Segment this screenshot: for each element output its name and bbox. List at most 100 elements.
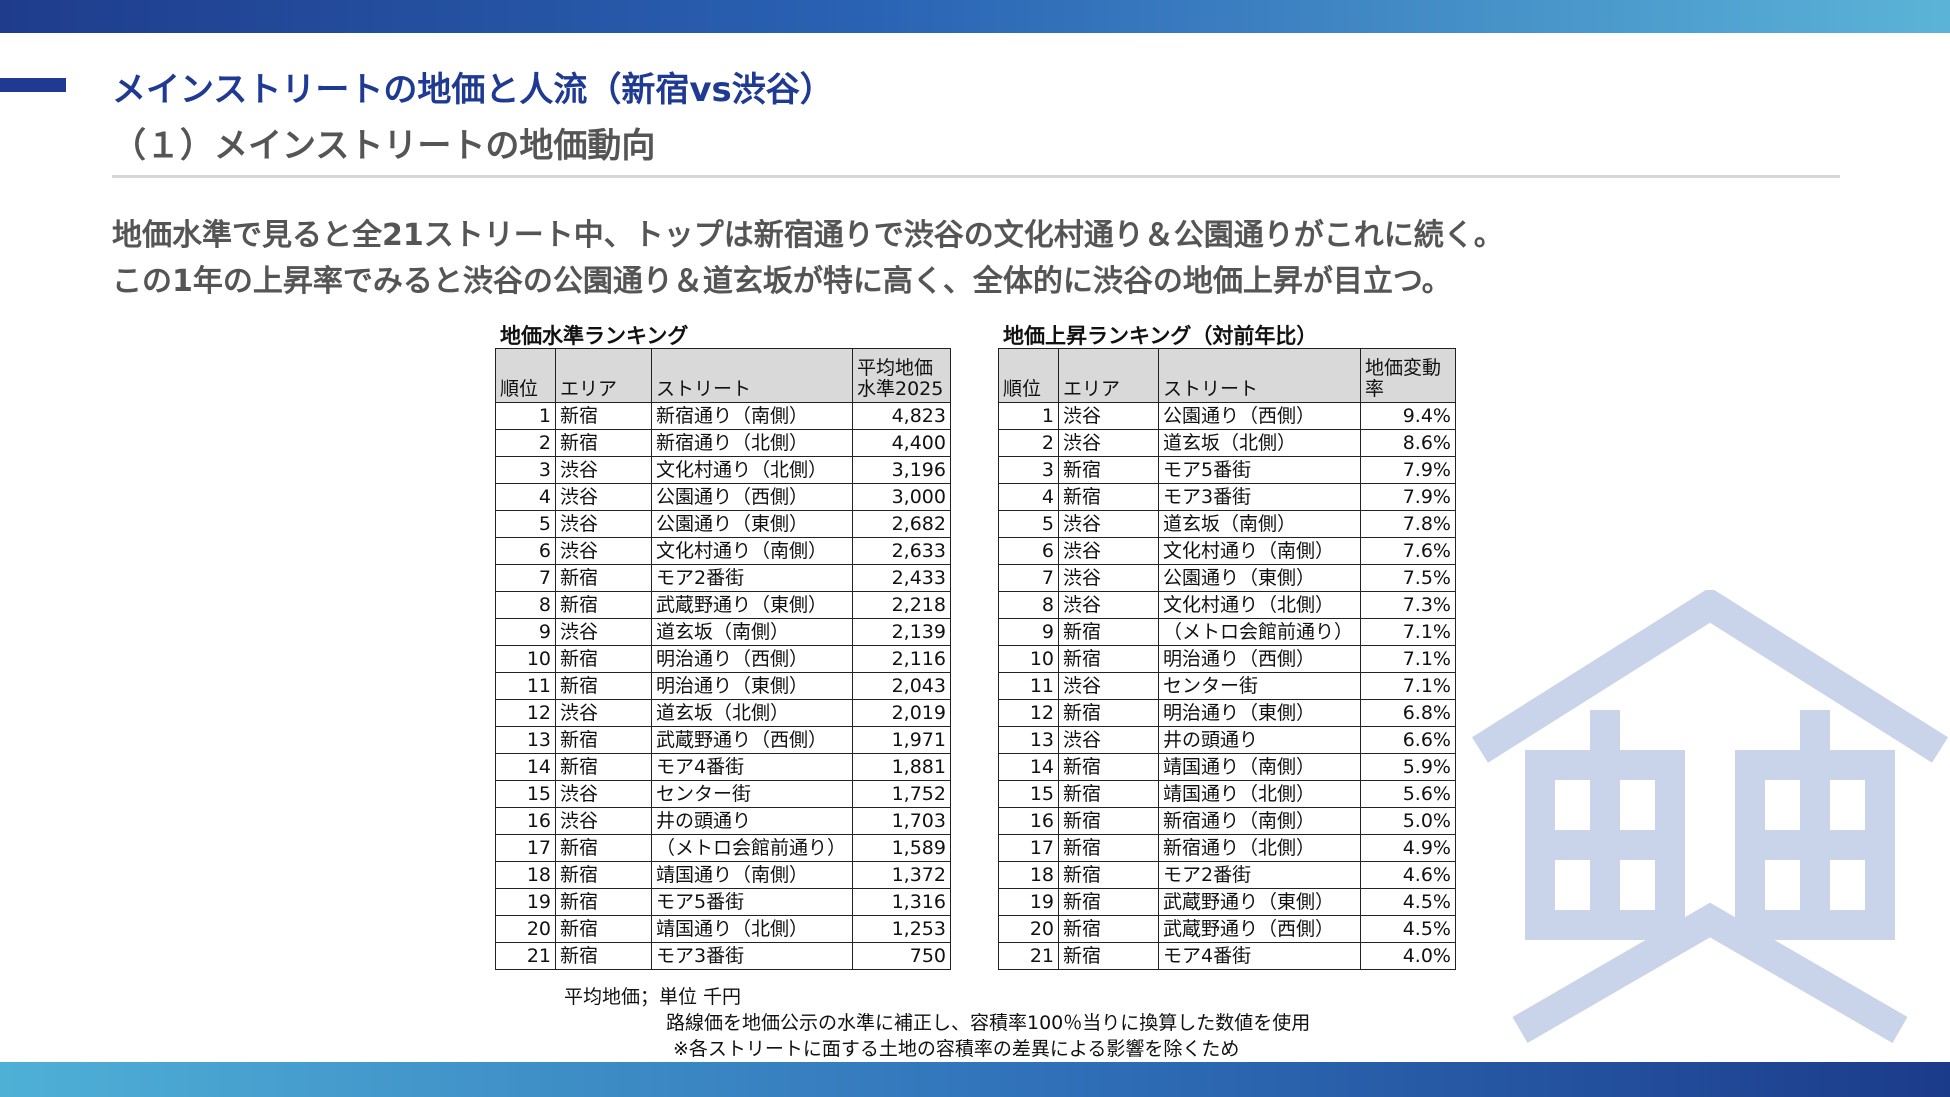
area-cell: 新宿 <box>1058 483 1159 511</box>
table-row: 20 新宿 武蔵野通り（西側） 4.5% <box>998 915 1456 943</box>
area-cell: 渋谷 <box>1058 537 1159 565</box>
rank-cell: 18 <box>998 861 1059 889</box>
street-cell: 明治通り（西側） <box>1158 645 1361 673</box>
rank-cell: 11 <box>495 672 556 700</box>
rank-cell: 9 <box>998 618 1059 646</box>
rank-cell: 1 <box>998 402 1059 430</box>
value-cell: 4.5% <box>1360 915 1456 943</box>
area-cell: 新宿 <box>555 429 652 457</box>
header-rank: 順位 <box>998 348 1059 403</box>
street-cell: 武蔵野通り（東側） <box>1158 888 1361 916</box>
street-cell: モア5番街 <box>1158 456 1361 484</box>
header-value: 平均地価 水準2025 <box>852 348 951 403</box>
table-row: 18 新宿 靖国通り（南側） 1,372 <box>495 861 951 889</box>
area-cell: 新宿 <box>1058 807 1159 835</box>
area-cell: 渋谷 <box>555 807 652 835</box>
area-cell: 渋谷 <box>555 537 652 565</box>
rank-cell: 15 <box>998 780 1059 808</box>
rank-cell: 17 <box>495 834 556 862</box>
area-cell: 渋谷 <box>1058 726 1159 754</box>
value-cell: 7.1% <box>1360 672 1456 700</box>
value-cell: 5.0% <box>1360 807 1456 835</box>
value-cell: 1,589 <box>852 834 951 862</box>
table-row: 16 渋谷 井の頭通り 1,703 <box>495 807 951 835</box>
header-value: 地価変動率 <box>1360 348 1456 403</box>
area-cell: 新宿 <box>1058 753 1159 781</box>
header-value-line2: 率 <box>1365 378 1385 401</box>
street-cell: （メトロ会館前通り） <box>1158 618 1361 646</box>
value-cell: 2,019 <box>852 699 951 727</box>
header-rank: 順位 <box>495 348 556 403</box>
bottom-banner <box>0 1062 1950 1097</box>
table-row: 17 新宿 新宿通り（北側） 4.9% <box>998 834 1456 862</box>
header-street: ストリート <box>1158 348 1361 403</box>
value-cell: 5.6% <box>1360 780 1456 808</box>
area-cell: 新宿 <box>1058 834 1159 862</box>
rank-cell: 16 <box>495 807 556 835</box>
table-header-row: 順位 エリア ストリート 地価変動率 <box>998 348 1456 403</box>
area-cell: 新宿 <box>555 753 652 781</box>
table-row: 4 渋谷 公園通り（西側） 3,000 <box>495 483 951 511</box>
table-row: 7 渋谷 公園通り（東側） 7.5% <box>998 564 1456 592</box>
header-value-line1: 地価変動 <box>1365 357 1442 380</box>
value-cell: 4,823 <box>852 402 951 430</box>
rank-cell: 16 <box>998 807 1059 835</box>
value-cell: 6.6% <box>1360 726 1456 754</box>
street-cell: 道玄坂（南側） <box>1158 510 1361 538</box>
street-cell: 明治通り（東側） <box>651 672 853 700</box>
rank-cell: 15 <box>495 780 556 808</box>
area-cell: 新宿 <box>555 645 652 673</box>
value-cell: 9.4% <box>1360 402 1456 430</box>
change-table-caption: 地価上昇ランキング（対前年比） <box>1003 324 1318 348</box>
street-cell: 井の頭通り <box>1158 726 1361 754</box>
table-row: 13 渋谷 井の頭通り 6.6% <box>998 726 1456 754</box>
value-cell: 4.5% <box>1360 888 1456 916</box>
rank-cell: 4 <box>495 483 556 511</box>
street-cell: 文化村通り（南側） <box>651 537 853 565</box>
street-cell: センター街 <box>1158 672 1361 700</box>
street-cell: 武蔵野通り（西側） <box>1158 915 1361 943</box>
rank-cell: 7 <box>495 564 556 592</box>
table-row: 21 新宿 モア4番街 4.0% <box>998 942 1456 970</box>
area-cell: 渋谷 <box>555 618 652 646</box>
rank-cell: 6 <box>998 537 1059 565</box>
value-cell: 7.1% <box>1360 618 1456 646</box>
rank-cell: 8 <box>998 591 1059 619</box>
street-cell: 武蔵野通り（西側） <box>651 726 853 754</box>
table-row: 6 渋谷 文化村通り（南側） 2,633 <box>495 537 951 565</box>
area-cell: 新宿 <box>1058 888 1159 916</box>
street-cell: モア4番街 <box>651 753 853 781</box>
area-cell: 新宿 <box>555 942 652 970</box>
table-row: 17 新宿 （メトロ会館前通り） 1,589 <box>495 834 951 862</box>
table-row: 2 渋谷 道玄坂（北側） 8.6% <box>998 429 1456 457</box>
street-cell: 靖国通り（北側） <box>651 915 853 943</box>
street-cell: 公園通り（西側） <box>1158 402 1361 430</box>
street-cell: 新宿通り（南側） <box>651 402 853 430</box>
value-cell: 4,400 <box>852 429 951 457</box>
area-cell: 渋谷 <box>555 699 652 727</box>
rank-cell: 3 <box>998 456 1059 484</box>
change-ranking-table: 順位 エリア ストリート 地価変動率 1 渋谷 公園通り（西側） 9.4% 2 渋谷 道玄坂… <box>998 348 1456 970</box>
table-row: 12 新宿 明治通り（東側） 6.8% <box>998 699 1456 727</box>
header-area: エリア <box>555 348 652 403</box>
value-cell: 2,116 <box>852 645 951 673</box>
area-cell: 新宿 <box>1058 618 1159 646</box>
street-cell: 公園通り（東側） <box>1158 564 1361 592</box>
rank-cell: 2 <box>998 429 1059 457</box>
rank-cell: 19 <box>495 888 556 916</box>
table-row: 16 新宿 新宿通り（南側） 5.0% <box>998 807 1456 835</box>
rank-cell: 6 <box>495 537 556 565</box>
value-cell: 3,000 <box>852 483 951 511</box>
header-street: ストリート <box>651 348 853 403</box>
area-cell: 新宿 <box>1058 915 1159 943</box>
table-row: 15 渋谷 センター街 1,752 <box>495 780 951 808</box>
area-cell: 新宿 <box>555 672 652 700</box>
area-cell: 新宿 <box>555 888 652 916</box>
rank-cell: 2 <box>495 429 556 457</box>
page-title: メインストリートの地価と人流（新宿vs渋谷） <box>112 70 834 110</box>
street-cell: モア3番街 <box>651 942 853 970</box>
street-cell: 明治通り（西側） <box>651 645 853 673</box>
table-row: 15 新宿 靖国通り（北側） 5.6% <box>998 780 1456 808</box>
value-cell: 2,139 <box>852 618 951 646</box>
rank-cell: 11 <box>998 672 1059 700</box>
